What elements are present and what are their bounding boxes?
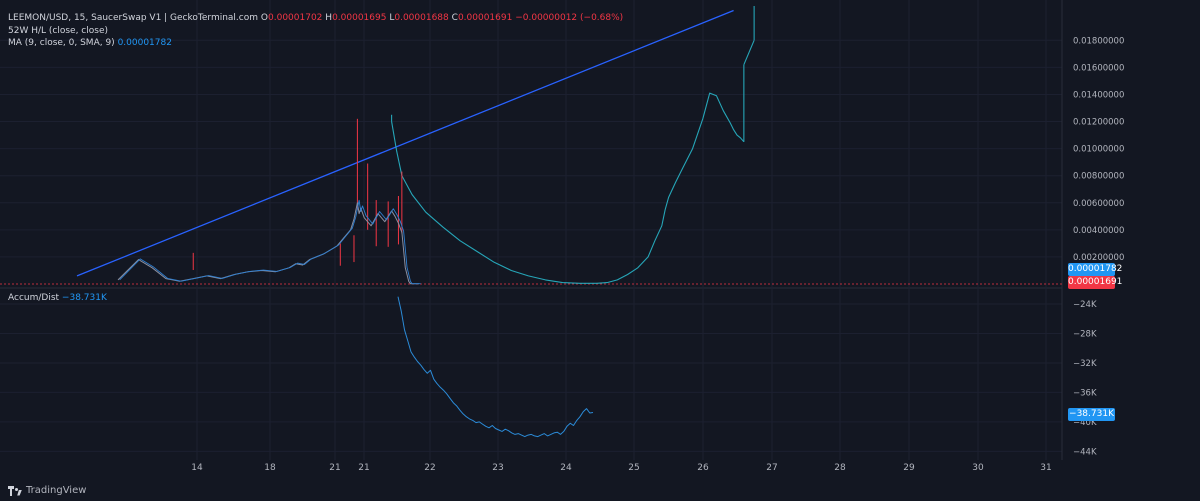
- tradingview-brand-label: TradingView: [26, 485, 87, 496]
- ohlc-legend: LEEMON/USD, 15, SaucerSwap V1 | GeckoTer…: [8, 13, 623, 24]
- low-label: L: [389, 13, 395, 23]
- x-tick-label: 25: [628, 463, 639, 473]
- hl-curve-line: [743, 40, 755, 65]
- x-tick-label: 29: [903, 463, 915, 473]
- ma-price-badge: 0.00001782: [1068, 263, 1123, 276]
- high-value: 0.00001695: [332, 13, 387, 23]
- ad-tick-label: −28K: [1073, 330, 1097, 340]
- close-value: 0.00001691: [457, 13, 513, 23]
- y-tick-label: 0.01800000: [1073, 36, 1124, 46]
- y-tick-label: 0.00600000: [1073, 199, 1124, 209]
- x-tick-label: 24: [560, 463, 572, 473]
- x-tick-label: 14: [191, 463, 203, 473]
- y-tick-label: 0.01600000: [1073, 63, 1124, 73]
- y-tick-label: 0.01000000: [1073, 145, 1124, 155]
- accum-dist-legend[interactable]: Accum/Dist −38.731K: [8, 293, 107, 304]
- x-tick-label: 31: [1040, 463, 1051, 473]
- axes: 14 18 21 21 22 23 24 25 26 27 28 29 30 31 0.01800000 0.…: [191, 36, 1124, 473]
- x-tick-label: 22: [424, 463, 435, 473]
- hl-curve-line: [391, 92, 745, 284]
- ad-tick-label: −40K: [1073, 418, 1097, 428]
- x-tick-label: 28: [834, 463, 846, 473]
- accum-dist-badge: −38.731K: [1068, 408, 1115, 421]
- y-tick-label: 0.00200000: [1073, 253, 1124, 263]
- x-tick-label: 21: [358, 463, 369, 473]
- ad-tick-label: −36K: [1073, 388, 1097, 398]
- x-tick-label: 18: [264, 463, 276, 473]
- ad-tick-label: −32K: [1073, 359, 1097, 369]
- hl-indicator-legend[interactable]: 52W H/L (close, close): [8, 26, 108, 37]
- last-price-badge: 0.00001691: [1068, 276, 1123, 289]
- ma-line: [119, 199, 421, 285]
- open-label: O: [260, 13, 268, 23]
- y-tick-label: 0.00800000: [1073, 172, 1124, 182]
- chart-marks: [0, 6, 1062, 438]
- x-tick-label: 23: [492, 463, 503, 473]
- x-tick-label: 21: [329, 463, 340, 473]
- ma-indicator-label: MA (9, close, 0, SMA, 9): [8, 38, 115, 48]
- x-tick-label: 26: [697, 463, 709, 473]
- x-tick-label: 30: [972, 463, 984, 473]
- ma-indicator-value: 0.00001782: [117, 38, 172, 48]
- ad-tick-label: −44K: [1073, 447, 1097, 457]
- ma-indicator-legend[interactable]: MA (9, close, 0, SMA, 9) 0.00001782: [8, 38, 172, 49]
- y-tick-label: 0.00400000: [1073, 226, 1124, 236]
- grid: [0, 0, 1063, 460]
- open-value: 0.00001702: [268, 13, 323, 23]
- y-tick-label: 0.01200000: [1073, 118, 1124, 128]
- symbol-title[interactable]: LEEMON/USD, 15, SaucerSwap V1 | GeckoTer…: [8, 13, 259, 23]
- price-line: [117, 202, 419, 285]
- x-tick-label: 27: [766, 463, 777, 473]
- low-value: 0.00001688: [394, 13, 449, 23]
- accum-dist-value: −38.731K: [61, 293, 107, 303]
- hl-indicator-label: 52W H/L (close, close): [8, 26, 108, 36]
- y-tick-label: 0.01400000: [1073, 90, 1124, 100]
- change-value: −0.00000012 (−0.68%): [515, 13, 624, 23]
- accum-dist-line: [397, 296, 594, 438]
- ad-tick-label: −24K: [1073, 300, 1097, 310]
- close-label: C: [451, 13, 458, 23]
- tradingview-brand[interactable]: TradingView: [8, 485, 86, 496]
- trendline: [76, 9, 734, 277]
- high-label: H: [325, 13, 333, 23]
- accum-dist-label: Accum/Dist: [8, 293, 60, 303]
- tradingview-logo-icon: [8, 485, 22, 496]
